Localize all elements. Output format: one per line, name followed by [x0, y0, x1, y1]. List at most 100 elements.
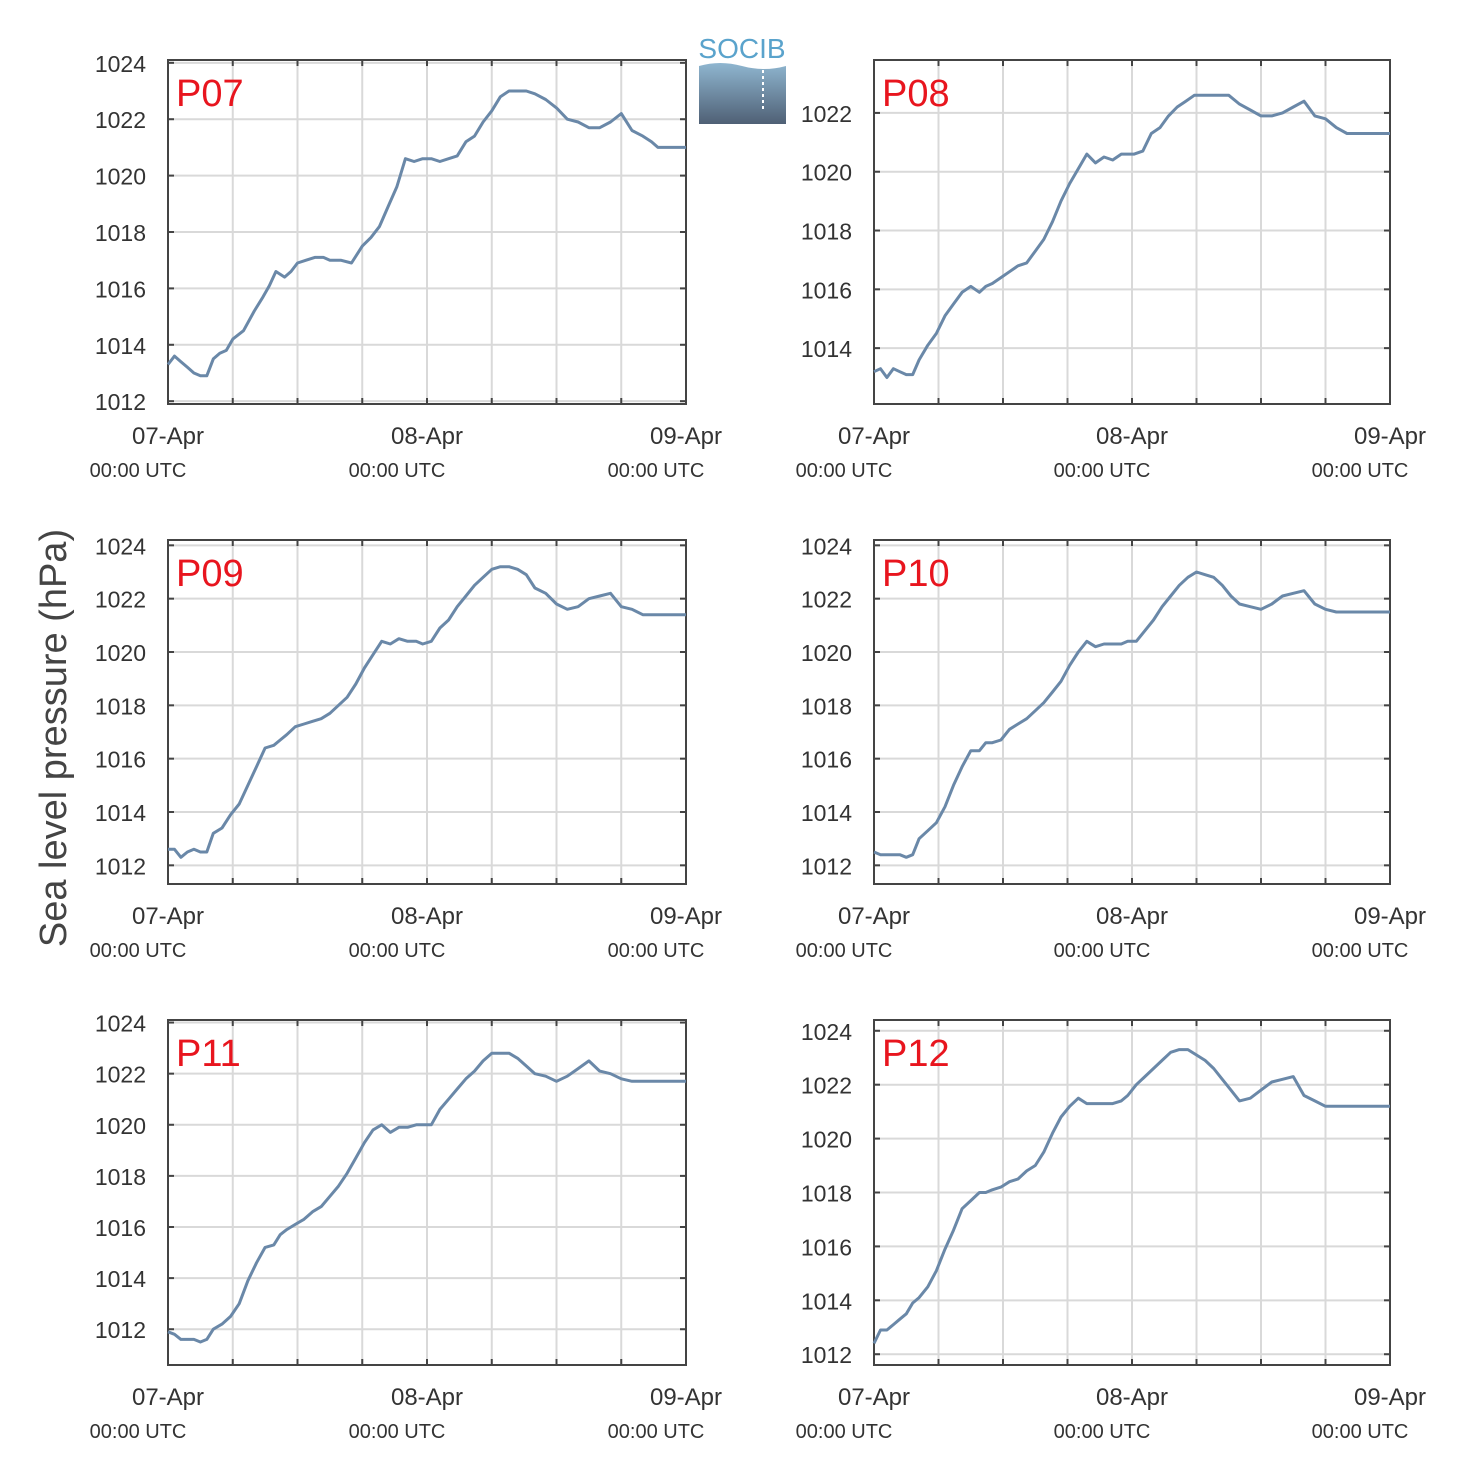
y-tick-label: 1020 — [95, 640, 146, 666]
y-tick-label: 1022 — [801, 101, 852, 127]
y-tick-label: 1012 — [801, 853, 852, 879]
y-tick-label: 1012 — [95, 853, 146, 879]
x-tick-label-date: 09-Apr — [650, 1384, 722, 1411]
y-tick-label: 1014 — [801, 800, 852, 826]
panel-label: P09 — [176, 553, 244, 595]
y-tick-label: 1016 — [95, 276, 146, 302]
y-tick-label: 1020 — [801, 160, 852, 186]
chart-panel-p08: 1014 1016 1018 1020 1022 07-Apr 00:00 UTC 08-Ap… — [796, 59, 1426, 482]
y-tick-label: 1012 — [95, 1317, 146, 1343]
y-tick-label: 1014 — [95, 333, 146, 359]
pressure-series-line — [873, 93, 1390, 379]
pressure-series-line — [872, 1048, 1390, 1345]
x-tick-label-date: 08-Apr — [1096, 1384, 1168, 1411]
grid — [168, 540, 686, 884]
y-tick-label: 1012 — [95, 389, 146, 415]
y-tick-label: 1014 — [801, 1288, 852, 1314]
y-tick-label: 1024 — [95, 51, 146, 77]
pressure-series-line — [873, 570, 1390, 859]
panel-label: P07 — [176, 73, 244, 115]
x-tick-label-time: 00:00 UTC — [349, 460, 446, 482]
grid — [874, 1020, 1390, 1365]
y-tick-label: 1024 — [95, 533, 146, 559]
grid — [168, 60, 686, 404]
panel-label: P10 — [882, 553, 950, 595]
x-tick-label-time: 00:00 UTC — [1312, 940, 1409, 962]
socib-logo-text: SOCIB — [698, 33, 785, 64]
x-tick-label-date: 09-Apr — [650, 903, 722, 930]
y-tick-label: 1012 — [801, 1342, 852, 1368]
y-tick-label: 1022 — [95, 107, 146, 133]
x-tick-label-time: 00:00 UTC — [796, 460, 893, 482]
y-tick-label: 1016 — [95, 1215, 146, 1241]
x-tick-label-date: 07-Apr — [132, 423, 204, 450]
y-tick-label: 1022 — [95, 587, 146, 613]
x-tick-label-time: 00:00 UTC — [349, 940, 446, 962]
y-tick-label: 1020 — [95, 1113, 146, 1139]
x-tick-label-time: 00:00 UTC — [1054, 1421, 1151, 1443]
x-tick-label-date: 09-Apr — [1354, 1384, 1426, 1411]
x-tick-label-date: 08-Apr — [391, 903, 463, 930]
socib-logo-wave-icon — [699, 63, 786, 124]
x-tick-label-date: 09-Apr — [1354, 423, 1426, 450]
y-tick-label: 1014 — [801, 336, 852, 362]
panel-label: P11 — [176, 1033, 241, 1075]
x-tick-label-time: 00:00 UTC — [1312, 460, 1409, 482]
x-tick-label-time: 00:00 UTC — [90, 940, 187, 962]
y-tick-label: 1016 — [95, 747, 146, 773]
grid — [874, 540, 1390, 884]
x-tick-label-date: 08-Apr — [1096, 903, 1168, 930]
y-tick-label: 1018 — [95, 220, 146, 246]
x-tick-label-date: 08-Apr — [391, 1384, 463, 1411]
chart-panel-p10: 1012 1014 1016 1018 1020 1022 1024 07-Apr 00:00 … — [796, 533, 1426, 962]
socib-logo: SOCIB — [698, 33, 786, 124]
chart-panel-p12: 1012 1014 1016 1018 1020 1022 1024 07-Apr 00:00 … — [796, 1019, 1426, 1443]
x-tick-label-time: 00:00 UTC — [608, 460, 705, 482]
y-tick-label: 1014 — [95, 800, 146, 826]
x-tick-label-date: 08-Apr — [391, 423, 463, 450]
y-tick-label: 1014 — [95, 1266, 146, 1292]
y-tick-label: 1020 — [801, 1127, 852, 1153]
y-tick-label: 1018 — [801, 693, 852, 719]
x-tick-label-time: 00:00 UTC — [1054, 940, 1151, 962]
pressure-series-line — [168, 565, 686, 859]
x-tick-label-date: 07-Apr — [838, 423, 910, 450]
y-tick-label: 1022 — [801, 587, 852, 613]
x-tick-label-date: 07-Apr — [132, 1384, 204, 1411]
x-tick-label-date: 07-Apr — [132, 903, 204, 930]
grid — [874, 60, 1390, 404]
y-tick-label: 1018 — [801, 1181, 852, 1207]
y-tick-label: 1016 — [801, 277, 852, 303]
y-tick-label: 1018 — [801, 219, 852, 245]
x-tick-label-date: 07-Apr — [838, 1384, 910, 1411]
y-tick-label: 1022 — [95, 1062, 146, 1088]
x-tick-label-date: 07-Apr — [838, 903, 910, 930]
y-tick-label: 1024 — [801, 1019, 852, 1045]
y-tick-label: 1016 — [801, 747, 852, 773]
chart-panel-p11: 1012 1014 1016 1018 1020 1022 1024 07-Apr 00:00 … — [90, 1011, 722, 1443]
x-tick-label-date: 08-Apr — [1096, 423, 1168, 450]
pressure-series-line — [166, 89, 686, 378]
chart-panel-p09: 1012 1014 1016 1018 1020 1022 1024 07-Apr 00:00 … — [90, 533, 722, 962]
pressure-series-line — [167, 1051, 686, 1344]
x-tick-label-time: 00:00 UTC — [796, 1421, 893, 1443]
y-tick-label: 1020 — [95, 164, 146, 190]
y-tick-label: 1018 — [95, 693, 146, 719]
x-tick-label-date: 09-Apr — [650, 423, 722, 450]
y-tick-label: 1022 — [801, 1073, 852, 1099]
chart-panel-p07: 1012 1014 1016 1018 1020 1022 1024 07-Apr 00:00 … — [90, 51, 722, 482]
x-tick-label-time: 00:00 UTC — [349, 1421, 446, 1443]
y-tick-label: 1024 — [801, 533, 852, 559]
x-tick-label-date: 09-Apr — [1354, 903, 1426, 930]
panel-label: P12 — [882, 1033, 950, 1075]
x-tick-label-time: 00:00 UTC — [608, 1421, 705, 1443]
y-tick-label: 1018 — [95, 1164, 146, 1190]
y-axis-title: Sea level pressure (hPa) — [33, 529, 75, 947]
panel-label: P08 — [882, 73, 950, 115]
chart-panels: 1012 1014 1016 1018 1020 1022 1024 07-Apr 00:00 … — [90, 51, 1426, 1443]
y-tick-label: 1020 — [801, 640, 852, 666]
x-tick-label-time: 00:00 UTC — [1312, 1421, 1409, 1443]
x-tick-label-time: 00:00 UTC — [90, 1421, 187, 1443]
y-tick-label: 1024 — [95, 1011, 146, 1037]
